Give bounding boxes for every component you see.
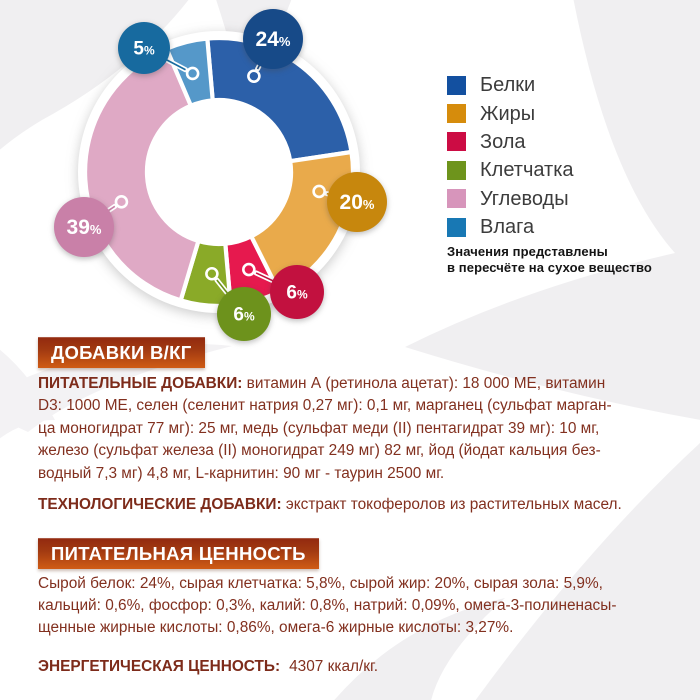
nutrition-values-paragraph: Сырой белок: 24%, сырая клетчатка: 5,8%,… — [38, 573, 616, 638]
legend-item-4: Углеводы — [447, 185, 574, 213]
chart-value-bubble-Жиры: 20% — [327, 172, 387, 232]
nutritional-additives-paragraph: ПИТАТЕЛЬНЫЕ ДОБАВКИ: витамин А (ретинола… — [38, 373, 612, 485]
chart-value-label: 20% — [340, 191, 375, 214]
energy-value: 4307 ккал/кг. — [289, 658, 379, 675]
chart-value-label: 6% — [286, 283, 308, 304]
chart-legend: Белки Жиры Зола Клетчатка Углеводы Влага — [447, 71, 574, 241]
chart-segment-Влага — [164, 36, 215, 108]
technological-additives-body: экстракт токоферолов из растительных мас… — [285, 496, 622, 513]
chart-value-label: 24% — [256, 28, 291, 51]
legend-swatch-2 — [447, 132, 466, 152]
chart-value-bubble-Углеводы: 39% — [54, 197, 114, 257]
nutritional-additives-label: ПИТАТЕЛЬНЫЕ ДОБАВКИ: — [38, 375, 243, 392]
energy-value-paragraph: ЭНЕРГЕТИЧЕСКАЯ ЦЕННОСТЬ: 4307 ккал/кг. — [38, 656, 378, 678]
technological-additives-label: ТЕХНОЛОГИЧЕСКИЕ ДОБАВКИ: — [38, 496, 282, 513]
technological-additives-paragraph: ТЕХНОЛОГИЧЕСКИЕ ДОБАВКИ: экстракт токофе… — [38, 494, 622, 516]
chart-value-label: 39% — [67, 216, 102, 239]
legend-swatch-4 — [447, 189, 466, 209]
additives-section-header: ДОБАВКИ В/КГ — [38, 337, 205, 368]
legend-item-2: Зола — [447, 128, 574, 156]
legend-item-label: Белки — [480, 74, 536, 97]
legend-swatch-1 — [447, 104, 466, 124]
legend-item-5: Влага — [447, 213, 574, 241]
legend-swatch-3 — [447, 160, 466, 180]
legend-swatch-0 — [447, 75, 466, 95]
nutrition-section-header: ПИТАТЕЛЬНАЯ ЦЕННОСТЬ — [38, 538, 319, 569]
chart-value-bubble-Белки: 24% — [243, 9, 303, 69]
legend-item-1: Жиры — [447, 99, 574, 127]
chart-value-label: 5% — [133, 39, 155, 60]
legend-item-0: Белки — [447, 71, 574, 99]
chart-value-bubble-Влага: 5% — [118, 22, 170, 74]
nutrition-values-body: Сырой белок: 24%, сырая клетчатка: 5,8%,… — [38, 575, 617, 636]
legend-item-3: Клетчатка — [447, 156, 574, 184]
chart-value-bubble-Зола: 6% — [270, 265, 324, 319]
legend-item-label: Клетчатка — [480, 159, 574, 182]
legend-item-label: Зола — [480, 130, 526, 153]
energy-value-label: ЭНЕРГЕТИЧЕСКАЯ ЦЕННОСТЬ: — [38, 658, 281, 675]
nutritional-additives-body: витамин А (ретинола ацетат): 18 000 МЕ, … — [38, 375, 612, 482]
chart-value-bubble-Клетчатка: 6% — [217, 287, 271, 341]
legend-item-label: Углеводы — [480, 187, 569, 210]
legend-note: Значения представлены в пересчёте на сухо… — [447, 244, 652, 275]
legend-item-label: Жиры — [480, 102, 536, 125]
chart-value-label: 6% — [233, 305, 255, 326]
legend-item-label: Влага — [480, 216, 535, 239]
legend-swatch-5 — [447, 217, 466, 237]
